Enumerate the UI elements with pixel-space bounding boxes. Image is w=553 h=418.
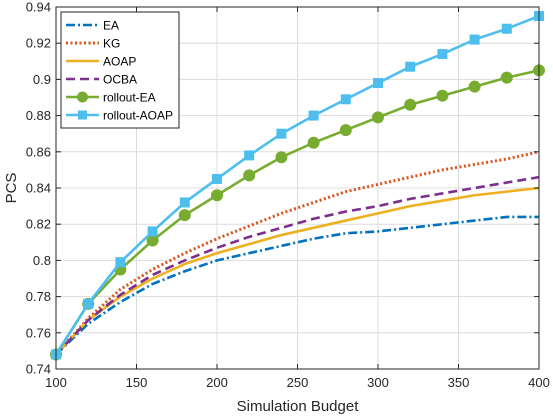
data-point-square bbox=[501, 23, 512, 34]
y-tick-label: 0.78 bbox=[26, 289, 51, 304]
data-point-square bbox=[340, 94, 351, 105]
legend-item: rollout-AOAP bbox=[66, 109, 173, 123]
y-tick-label: 0.82 bbox=[26, 217, 51, 232]
data-point-circle bbox=[243, 169, 256, 182]
legend-label: AOAP bbox=[103, 55, 136, 69]
data-point-square bbox=[212, 173, 222, 184]
data-point-square bbox=[179, 197, 190, 208]
y-tick-label: 0.74 bbox=[26, 362, 51, 377]
legend-item: OCBA bbox=[66, 73, 137, 87]
data-point-square bbox=[78, 110, 87, 120]
data-point-circle bbox=[275, 151, 288, 164]
series-lines bbox=[50, 11, 545, 361]
data-point-circle bbox=[468, 80, 481, 93]
legend-label: OCBA bbox=[103, 73, 137, 87]
x-tick-label: 100 bbox=[45, 375, 67, 390]
legend-item: KG bbox=[66, 37, 120, 51]
data-point-square bbox=[115, 257, 126, 268]
data-point-square bbox=[276, 128, 287, 139]
legend-label: EA bbox=[103, 19, 119, 33]
data-point-circle bbox=[211, 189, 223, 202]
x-tick-label: 250 bbox=[287, 375, 309, 390]
legend-label: rollout-EA bbox=[103, 91, 156, 105]
data-point-circle bbox=[77, 91, 88, 103]
y-tick-label: 0.88 bbox=[26, 108, 51, 123]
data-point-circle bbox=[404, 98, 417, 111]
legend-label: rollout-AOAP bbox=[103, 109, 173, 123]
legend-item: AOAP bbox=[66, 55, 136, 69]
data-point-square bbox=[244, 150, 255, 161]
data-point-square bbox=[83, 298, 94, 309]
data-point-square bbox=[147, 226, 158, 237]
data-point-circle bbox=[500, 71, 513, 84]
series-ea bbox=[55, 215, 539, 356]
y-tick-label: 0.84 bbox=[26, 181, 51, 196]
x-tick-label: 200 bbox=[206, 375, 228, 390]
data-point-square bbox=[308, 110, 319, 121]
y-tick-label: 0.86 bbox=[26, 144, 51, 159]
legend-item: rollout-EA bbox=[66, 91, 156, 105]
x-axis-label: Simulation Budget bbox=[237, 398, 360, 415]
y-tick-label: 0.9 bbox=[33, 72, 51, 87]
y-tick-label: 0.8 bbox=[33, 253, 51, 268]
series-line bbox=[54, 69, 540, 356]
legend-label: KG bbox=[103, 37, 120, 51]
series-line bbox=[55, 186, 540, 356]
data-point-circle bbox=[372, 111, 384, 124]
data-point-square bbox=[373, 78, 383, 89]
axis-ticks: 100 150 200 250 300 350 400 0.74 0.76 0.78 0.8 0.82… bbox=[26, 0, 550, 390]
series-line bbox=[55, 175, 540, 356]
series-aoap bbox=[55, 186, 540, 356]
data-point-square bbox=[437, 49, 448, 60]
legend: EA KG AOAP OCBA rollout-EA rollout-AOAP bbox=[60, 11, 180, 129]
data-point-circle bbox=[307, 136, 320, 149]
data-point-circle bbox=[339, 124, 352, 137]
legend-item: EA bbox=[66, 19, 119, 33]
data-point-circle bbox=[178, 209, 191, 222]
y-tick-label: 0.92 bbox=[26, 36, 51, 51]
data-point-square bbox=[405, 61, 416, 72]
x-tick-label: 350 bbox=[448, 375, 470, 390]
y-tick-label: 0.94 bbox=[26, 0, 51, 15]
series-line bbox=[54, 14, 540, 356]
legend-box bbox=[60, 11, 180, 129]
y-tick-label: 0.76 bbox=[26, 325, 51, 340]
y-axis-label: PCS bbox=[3, 173, 20, 204]
x-tick-label: 150 bbox=[126, 375, 148, 390]
data-point-square bbox=[469, 34, 480, 45]
x-tick-label: 300 bbox=[367, 375, 389, 390]
data-point-circle bbox=[436, 89, 449, 102]
x-tick-label: 400 bbox=[528, 375, 550, 390]
series-line bbox=[55, 215, 539, 356]
series-ocba bbox=[55, 175, 540, 356]
